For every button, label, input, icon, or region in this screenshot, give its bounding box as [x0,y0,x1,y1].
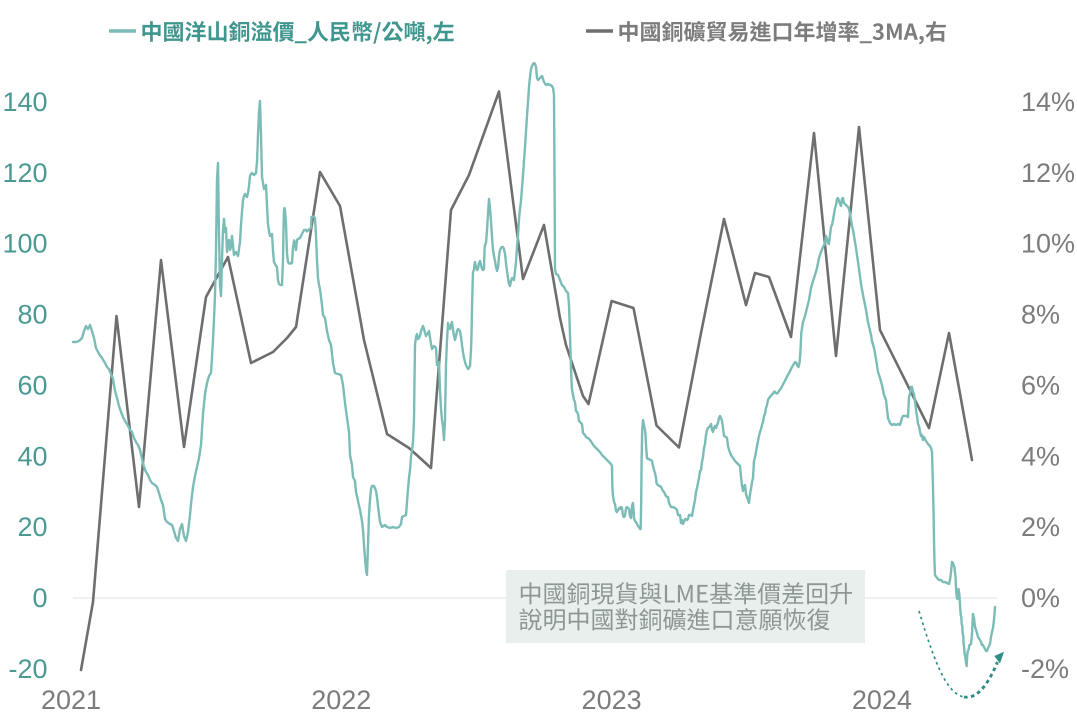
svg-text:-20: -20 [8,654,47,684]
svg-text:2022: 2022 [311,685,371,715]
svg-text:12%: 12% [1021,158,1075,188]
svg-text:14%: 14% [1021,87,1075,117]
svg-text:20: 20 [17,512,47,542]
svg-text:80: 80 [17,300,47,330]
svg-text:2021: 2021 [41,685,101,715]
svg-text:60: 60 [17,370,47,400]
svg-text:2024: 2024 [852,685,912,715]
svg-text:8%: 8% [1021,300,1060,330]
svg-text:10%: 10% [1021,229,1075,259]
svg-text:4%: 4% [1021,441,1060,471]
svg-text:0: 0 [32,583,47,613]
svg-text:2%: 2% [1021,512,1060,542]
svg-text:100: 100 [2,229,47,259]
svg-text:-2%: -2% [1021,654,1069,684]
svg-text:0%: 0% [1021,583,1060,613]
svg-text:2023: 2023 [582,685,642,715]
svg-text:6%: 6% [1021,370,1060,400]
svg-text:40: 40 [17,441,47,471]
svg-text:120: 120 [2,158,47,188]
svg-text:140: 140 [2,87,47,117]
